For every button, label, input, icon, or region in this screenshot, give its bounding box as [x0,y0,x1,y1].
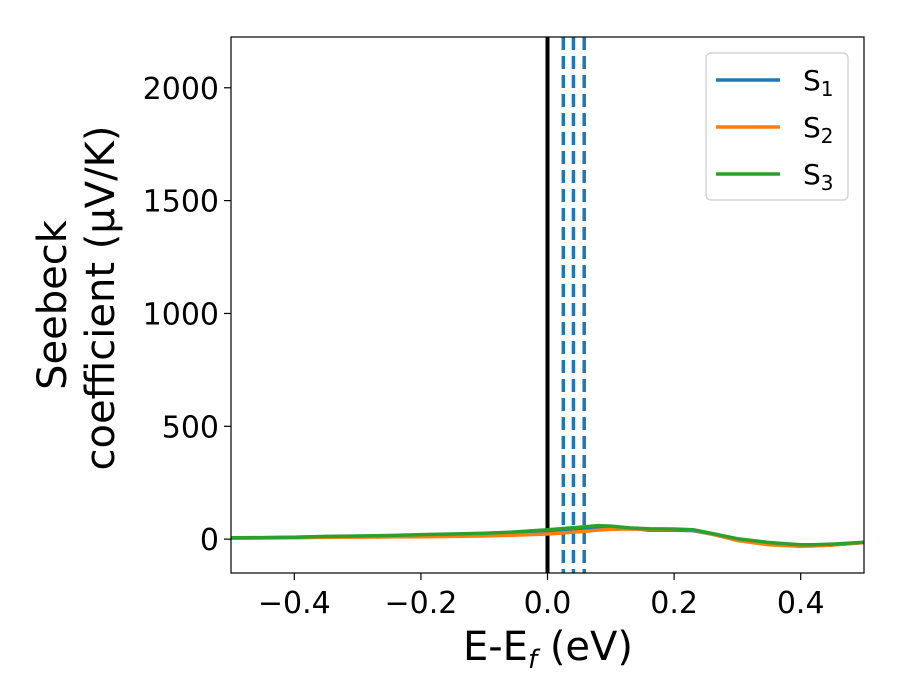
x-tick-label: −0.4 [258,586,331,621]
x-tick-label: −0.2 [384,586,457,621]
x-tick-label: 0.4 [777,586,825,621]
y-tick-label: 1500 [143,185,219,220]
series-line-s3 [231,523,864,547]
x-axis-label: E-Ef (eV) [463,624,633,675]
legend: S1 S2 S3 [705,52,849,201]
reference-lines [545,37,586,573]
legend-label-s1: S1 [803,64,834,101]
x-tick-label: 0.0 [524,586,572,621]
series-lines [231,523,864,549]
y-tick-label: 500 [162,410,219,445]
x-axis-ticks: −0.4 −0.2 0.0 0.2 0.4 [258,573,825,621]
y-axis-label-line1: Seebeck [30,219,76,390]
y-tick-label: 1000 [143,297,219,332]
legend-label-s2: S2 [803,111,834,148]
x-tick-label: 0.2 [650,586,698,621]
y-axis-label-line2: coefficient (μV/K) [78,126,124,471]
y-tick-label: 2000 [143,72,219,107]
y-tick-label: 0 [200,523,219,558]
legend-label-s3: S3 [803,158,834,195]
y-axis-ticks: 0 500 1000 1500 2000 [143,72,231,558]
